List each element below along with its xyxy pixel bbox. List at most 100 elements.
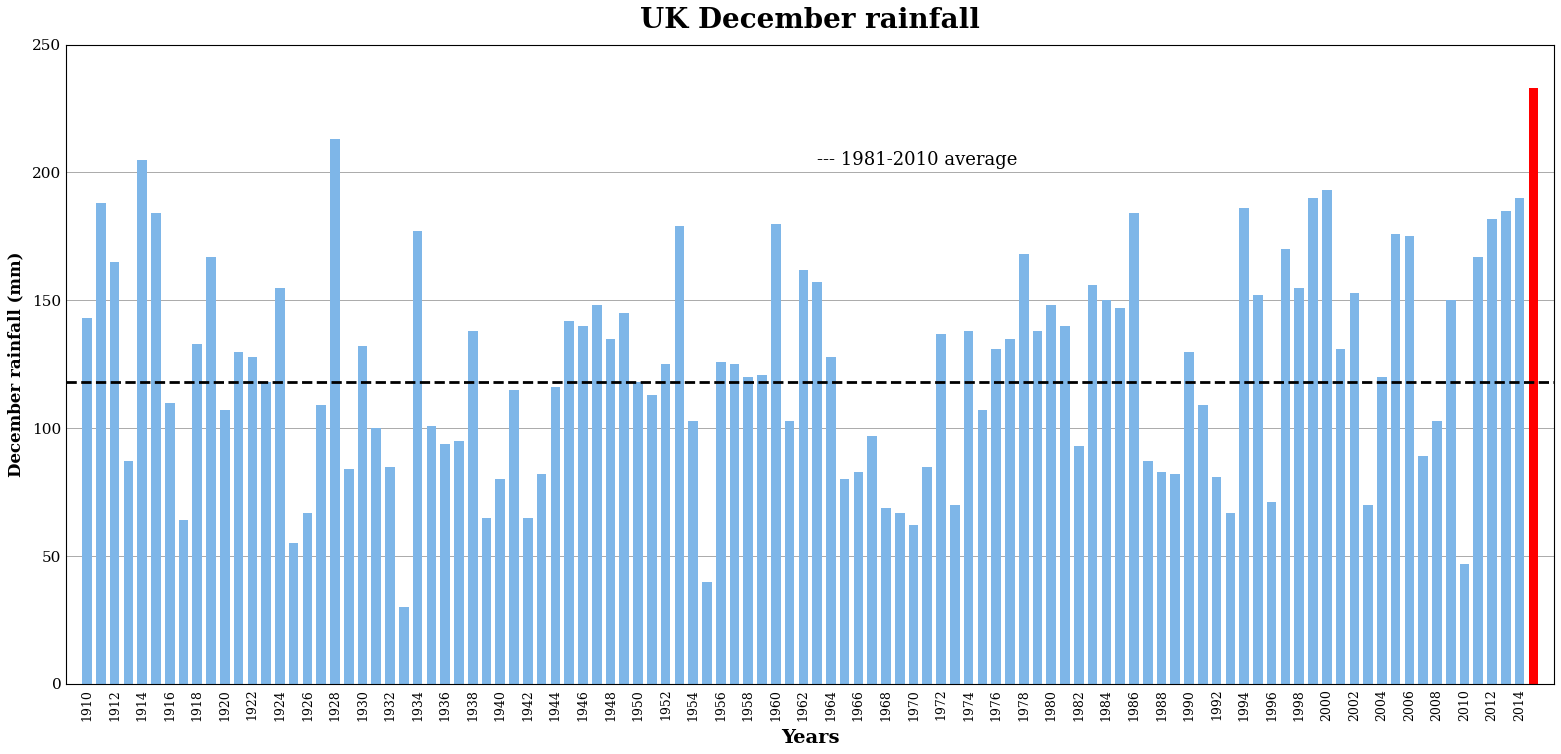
Bar bbox=[331, 139, 340, 684]
Bar bbox=[357, 346, 367, 684]
Bar bbox=[206, 257, 215, 684]
Bar bbox=[565, 320, 574, 684]
Bar bbox=[1019, 254, 1029, 684]
Bar bbox=[1211, 477, 1221, 684]
Bar bbox=[1046, 305, 1057, 684]
Bar bbox=[303, 513, 312, 684]
Bar bbox=[826, 357, 835, 684]
Bar bbox=[660, 364, 670, 684]
Bar bbox=[192, 344, 201, 684]
Bar bbox=[1419, 456, 1428, 684]
Bar bbox=[509, 390, 518, 684]
Bar bbox=[468, 331, 478, 684]
Bar bbox=[289, 544, 298, 684]
Bar bbox=[178, 520, 189, 684]
Bar bbox=[220, 410, 229, 684]
Bar bbox=[757, 375, 766, 684]
Bar bbox=[799, 270, 809, 684]
Bar bbox=[1074, 446, 1083, 684]
Bar bbox=[1185, 351, 1194, 684]
Bar bbox=[785, 421, 795, 684]
Bar bbox=[1033, 331, 1043, 684]
Bar bbox=[412, 231, 423, 684]
Bar bbox=[1308, 198, 1317, 684]
Bar bbox=[1197, 405, 1208, 684]
Bar bbox=[1514, 198, 1525, 684]
Y-axis label: December rainfall (mm): December rainfall (mm) bbox=[6, 252, 23, 477]
Bar bbox=[937, 333, 946, 684]
Bar bbox=[963, 331, 974, 684]
Bar bbox=[1377, 377, 1386, 684]
Bar bbox=[674, 226, 684, 684]
X-axis label: Years: Years bbox=[780, 729, 840, 747]
Bar bbox=[840, 480, 849, 684]
Bar bbox=[440, 443, 450, 684]
Bar bbox=[1294, 287, 1303, 684]
Bar bbox=[1129, 213, 1138, 684]
Bar bbox=[83, 318, 92, 684]
Bar bbox=[909, 526, 918, 684]
Text: --- 1981-2010 average: --- 1981-2010 average bbox=[816, 151, 1018, 169]
Bar bbox=[372, 428, 381, 684]
Bar bbox=[1322, 191, 1332, 684]
Bar bbox=[537, 474, 546, 684]
Bar bbox=[1268, 502, 1277, 684]
Bar bbox=[880, 507, 891, 684]
Bar bbox=[1488, 219, 1497, 684]
Bar bbox=[1460, 564, 1469, 684]
Bar bbox=[1280, 250, 1291, 684]
Bar bbox=[1431, 421, 1442, 684]
Bar bbox=[634, 382, 643, 684]
Bar bbox=[1143, 461, 1152, 684]
Bar bbox=[812, 283, 823, 684]
Bar bbox=[454, 441, 464, 684]
Bar bbox=[1528, 88, 1538, 684]
Bar bbox=[1005, 339, 1015, 684]
Bar bbox=[1253, 296, 1263, 684]
Bar bbox=[592, 305, 601, 684]
Bar bbox=[137, 160, 147, 684]
Bar bbox=[854, 472, 863, 684]
Bar bbox=[771, 224, 780, 684]
Bar bbox=[923, 467, 932, 684]
Bar bbox=[1102, 300, 1111, 684]
Bar bbox=[951, 505, 960, 684]
Bar bbox=[620, 313, 629, 684]
Bar bbox=[261, 382, 272, 684]
Bar bbox=[123, 461, 133, 684]
Bar bbox=[386, 467, 395, 684]
Bar bbox=[275, 287, 284, 684]
Bar bbox=[991, 349, 1001, 684]
Bar bbox=[729, 364, 740, 684]
Bar bbox=[1336, 349, 1346, 684]
Bar bbox=[495, 480, 506, 684]
Bar bbox=[702, 581, 712, 684]
Bar bbox=[1239, 208, 1249, 684]
Bar bbox=[523, 518, 532, 684]
Bar bbox=[1060, 326, 1069, 684]
Bar bbox=[1088, 285, 1097, 684]
Bar bbox=[1502, 211, 1511, 684]
Bar bbox=[1405, 237, 1414, 684]
Bar bbox=[248, 357, 258, 684]
Bar bbox=[234, 351, 244, 684]
Bar bbox=[97, 203, 106, 684]
Bar bbox=[894, 513, 904, 684]
Bar bbox=[482, 518, 492, 684]
Bar bbox=[1225, 513, 1235, 684]
Bar bbox=[1157, 472, 1166, 684]
Bar bbox=[1445, 300, 1455, 684]
Bar bbox=[1115, 308, 1125, 684]
Bar bbox=[1474, 257, 1483, 684]
Bar bbox=[1363, 505, 1374, 684]
Bar bbox=[400, 607, 409, 684]
Bar bbox=[317, 405, 326, 684]
Bar bbox=[1350, 293, 1360, 684]
Bar bbox=[151, 213, 161, 684]
Bar bbox=[165, 403, 175, 684]
Bar bbox=[688, 421, 698, 684]
Bar bbox=[551, 388, 560, 684]
Bar bbox=[426, 426, 436, 684]
Bar bbox=[1391, 234, 1400, 684]
Title: UK December rainfall: UK December rainfall bbox=[640, 7, 980, 34]
